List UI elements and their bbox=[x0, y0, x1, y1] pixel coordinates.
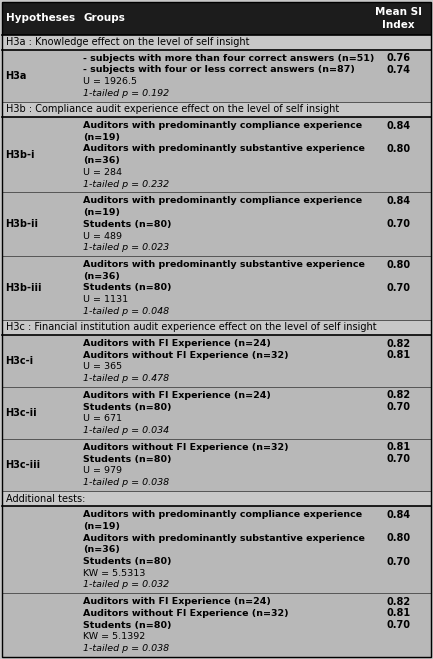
Text: Groups: Groups bbox=[84, 13, 126, 23]
Text: 0.76: 0.76 bbox=[387, 53, 410, 63]
Bar bbox=[2, 2, 431, 34]
Text: 1-tailed p = 0.232: 1-tailed p = 0.232 bbox=[83, 180, 169, 188]
Text: H3a: H3a bbox=[5, 71, 26, 81]
Text: (n=19): (n=19) bbox=[83, 132, 120, 142]
Text: Students (n=80): Students (n=80) bbox=[83, 455, 171, 464]
Text: Hypotheses: Hypotheses bbox=[6, 13, 75, 23]
Text: Auditors with predominantly compliance experience: Auditors with predominantly compliance e… bbox=[83, 121, 362, 130]
Text: 0.84: 0.84 bbox=[386, 121, 410, 130]
Text: H3b : Compliance audit experience effect on the level of self insight: H3b : Compliance audit experience effect… bbox=[6, 105, 339, 115]
Text: U = 1926.5: U = 1926.5 bbox=[83, 77, 137, 86]
Text: U = 489: U = 489 bbox=[83, 231, 122, 241]
Bar bbox=[2, 387, 431, 439]
Text: U = 671: U = 671 bbox=[83, 415, 122, 423]
Text: Students (n=80): Students (n=80) bbox=[83, 557, 171, 566]
Text: H3c-iii: H3c-iii bbox=[5, 460, 40, 470]
Text: - subjects with more than four correct answers (n=51): - subjects with more than four correct a… bbox=[83, 54, 375, 63]
Text: 0.70: 0.70 bbox=[387, 556, 410, 567]
Text: Additional tests:: Additional tests: bbox=[6, 494, 85, 503]
Text: 1-tailed p = 0.032: 1-tailed p = 0.032 bbox=[83, 581, 169, 589]
Text: 0.82: 0.82 bbox=[386, 391, 410, 401]
Text: Auditors without FI Experience (n=32): Auditors without FI Experience (n=32) bbox=[83, 609, 289, 618]
Text: 1-tailed p = 0.038: 1-tailed p = 0.038 bbox=[83, 644, 169, 653]
Text: 0.70: 0.70 bbox=[387, 283, 410, 293]
Text: KW = 5.1392: KW = 5.1392 bbox=[83, 633, 145, 641]
Text: (n=36): (n=36) bbox=[83, 272, 120, 281]
Text: KW = 5.5313: KW = 5.5313 bbox=[83, 569, 145, 578]
Text: Auditors with FI Experience (n=24): Auditors with FI Experience (n=24) bbox=[83, 597, 271, 606]
Text: (n=36): (n=36) bbox=[83, 156, 120, 165]
Text: Students (n=80): Students (n=80) bbox=[83, 403, 171, 412]
Text: 1-tailed p = 0.048: 1-tailed p = 0.048 bbox=[83, 307, 169, 316]
Text: Students (n=80): Students (n=80) bbox=[83, 220, 171, 229]
Text: 0.81: 0.81 bbox=[386, 350, 410, 360]
Text: Index: Index bbox=[382, 20, 415, 30]
Text: 1-tailed p = 0.034: 1-tailed p = 0.034 bbox=[83, 426, 169, 435]
Text: 0.81: 0.81 bbox=[386, 442, 410, 453]
Bar bbox=[2, 192, 431, 256]
Text: 0.80: 0.80 bbox=[386, 144, 410, 154]
Text: H3b-iii: H3b-iii bbox=[5, 283, 42, 293]
Text: Auditors with FI Experience (n=24): Auditors with FI Experience (n=24) bbox=[83, 339, 271, 348]
Text: 0.70: 0.70 bbox=[387, 219, 410, 229]
Text: U = 1131: U = 1131 bbox=[83, 295, 128, 304]
Bar bbox=[2, 102, 431, 117]
Text: Auditors with predominantly substantive experience: Auditors with predominantly substantive … bbox=[83, 144, 365, 154]
Bar bbox=[2, 491, 431, 506]
Text: 0.84: 0.84 bbox=[386, 509, 410, 520]
Text: H3c : Financial institution audit experience effect on the level of self insight: H3c : Financial institution audit experi… bbox=[6, 322, 377, 332]
Text: (n=19): (n=19) bbox=[83, 208, 120, 217]
Text: Students (n=80): Students (n=80) bbox=[83, 621, 171, 629]
Text: 0.74: 0.74 bbox=[387, 65, 410, 75]
Text: 0.82: 0.82 bbox=[386, 597, 410, 607]
Text: 0.70: 0.70 bbox=[387, 454, 410, 464]
Text: 0.82: 0.82 bbox=[386, 339, 410, 349]
Bar bbox=[2, 117, 431, 192]
Text: H3a : Knowledge effect on the level of self insight: H3a : Knowledge effect on the level of s… bbox=[6, 38, 249, 47]
Text: Auditors without FI Experience (n=32): Auditors without FI Experience (n=32) bbox=[83, 443, 289, 452]
Bar bbox=[2, 506, 431, 593]
Bar bbox=[2, 34, 431, 50]
Text: (n=36): (n=36) bbox=[83, 545, 120, 554]
Text: Mean SI: Mean SI bbox=[375, 7, 422, 17]
Text: Auditors with predominantly substantive experience: Auditors with predominantly substantive … bbox=[83, 260, 365, 269]
Text: U = 284: U = 284 bbox=[83, 168, 122, 177]
Text: 0.70: 0.70 bbox=[387, 402, 410, 412]
Text: 1-tailed p = 0.192: 1-tailed p = 0.192 bbox=[83, 89, 169, 98]
Text: 0.80: 0.80 bbox=[386, 260, 410, 270]
Text: Auditors with FI Experience (n=24): Auditors with FI Experience (n=24) bbox=[83, 391, 271, 400]
Text: Auditors with predominantly substantive experience: Auditors with predominantly substantive … bbox=[83, 534, 365, 542]
Text: Students (n=80): Students (n=80) bbox=[83, 283, 171, 293]
Text: Auditors without FI Experience (n=32): Auditors without FI Experience (n=32) bbox=[83, 351, 289, 360]
Text: U = 979: U = 979 bbox=[83, 467, 122, 475]
Text: H3c-ii: H3c-ii bbox=[5, 408, 37, 418]
Text: - subjects with four or less correct answers (n=87): - subjects with four or less correct ans… bbox=[83, 65, 355, 74]
Bar bbox=[2, 593, 431, 657]
Bar bbox=[2, 335, 431, 387]
Text: (n=19): (n=19) bbox=[83, 522, 120, 531]
Bar bbox=[2, 320, 431, 335]
Text: Auditors with predominantly compliance experience: Auditors with predominantly compliance e… bbox=[83, 196, 362, 206]
Bar bbox=[2, 256, 431, 320]
Text: 0.70: 0.70 bbox=[387, 620, 410, 630]
Text: H3c-i: H3c-i bbox=[5, 356, 33, 366]
Text: 1-tailed p = 0.038: 1-tailed p = 0.038 bbox=[83, 478, 169, 487]
Text: H3b-i: H3b-i bbox=[5, 150, 35, 159]
Bar bbox=[2, 439, 431, 491]
Text: 0.80: 0.80 bbox=[386, 533, 410, 543]
Text: 0.84: 0.84 bbox=[386, 196, 410, 206]
Text: Auditors with predominantly compliance experience: Auditors with predominantly compliance e… bbox=[83, 510, 362, 519]
Bar bbox=[2, 50, 431, 102]
Text: H3b-ii: H3b-ii bbox=[5, 219, 38, 229]
Text: 1-tailed p = 0.023: 1-tailed p = 0.023 bbox=[83, 243, 169, 252]
Text: U = 365: U = 365 bbox=[83, 362, 122, 372]
Text: 0.81: 0.81 bbox=[386, 608, 410, 618]
Text: 1-tailed p = 0.478: 1-tailed p = 0.478 bbox=[83, 374, 169, 383]
